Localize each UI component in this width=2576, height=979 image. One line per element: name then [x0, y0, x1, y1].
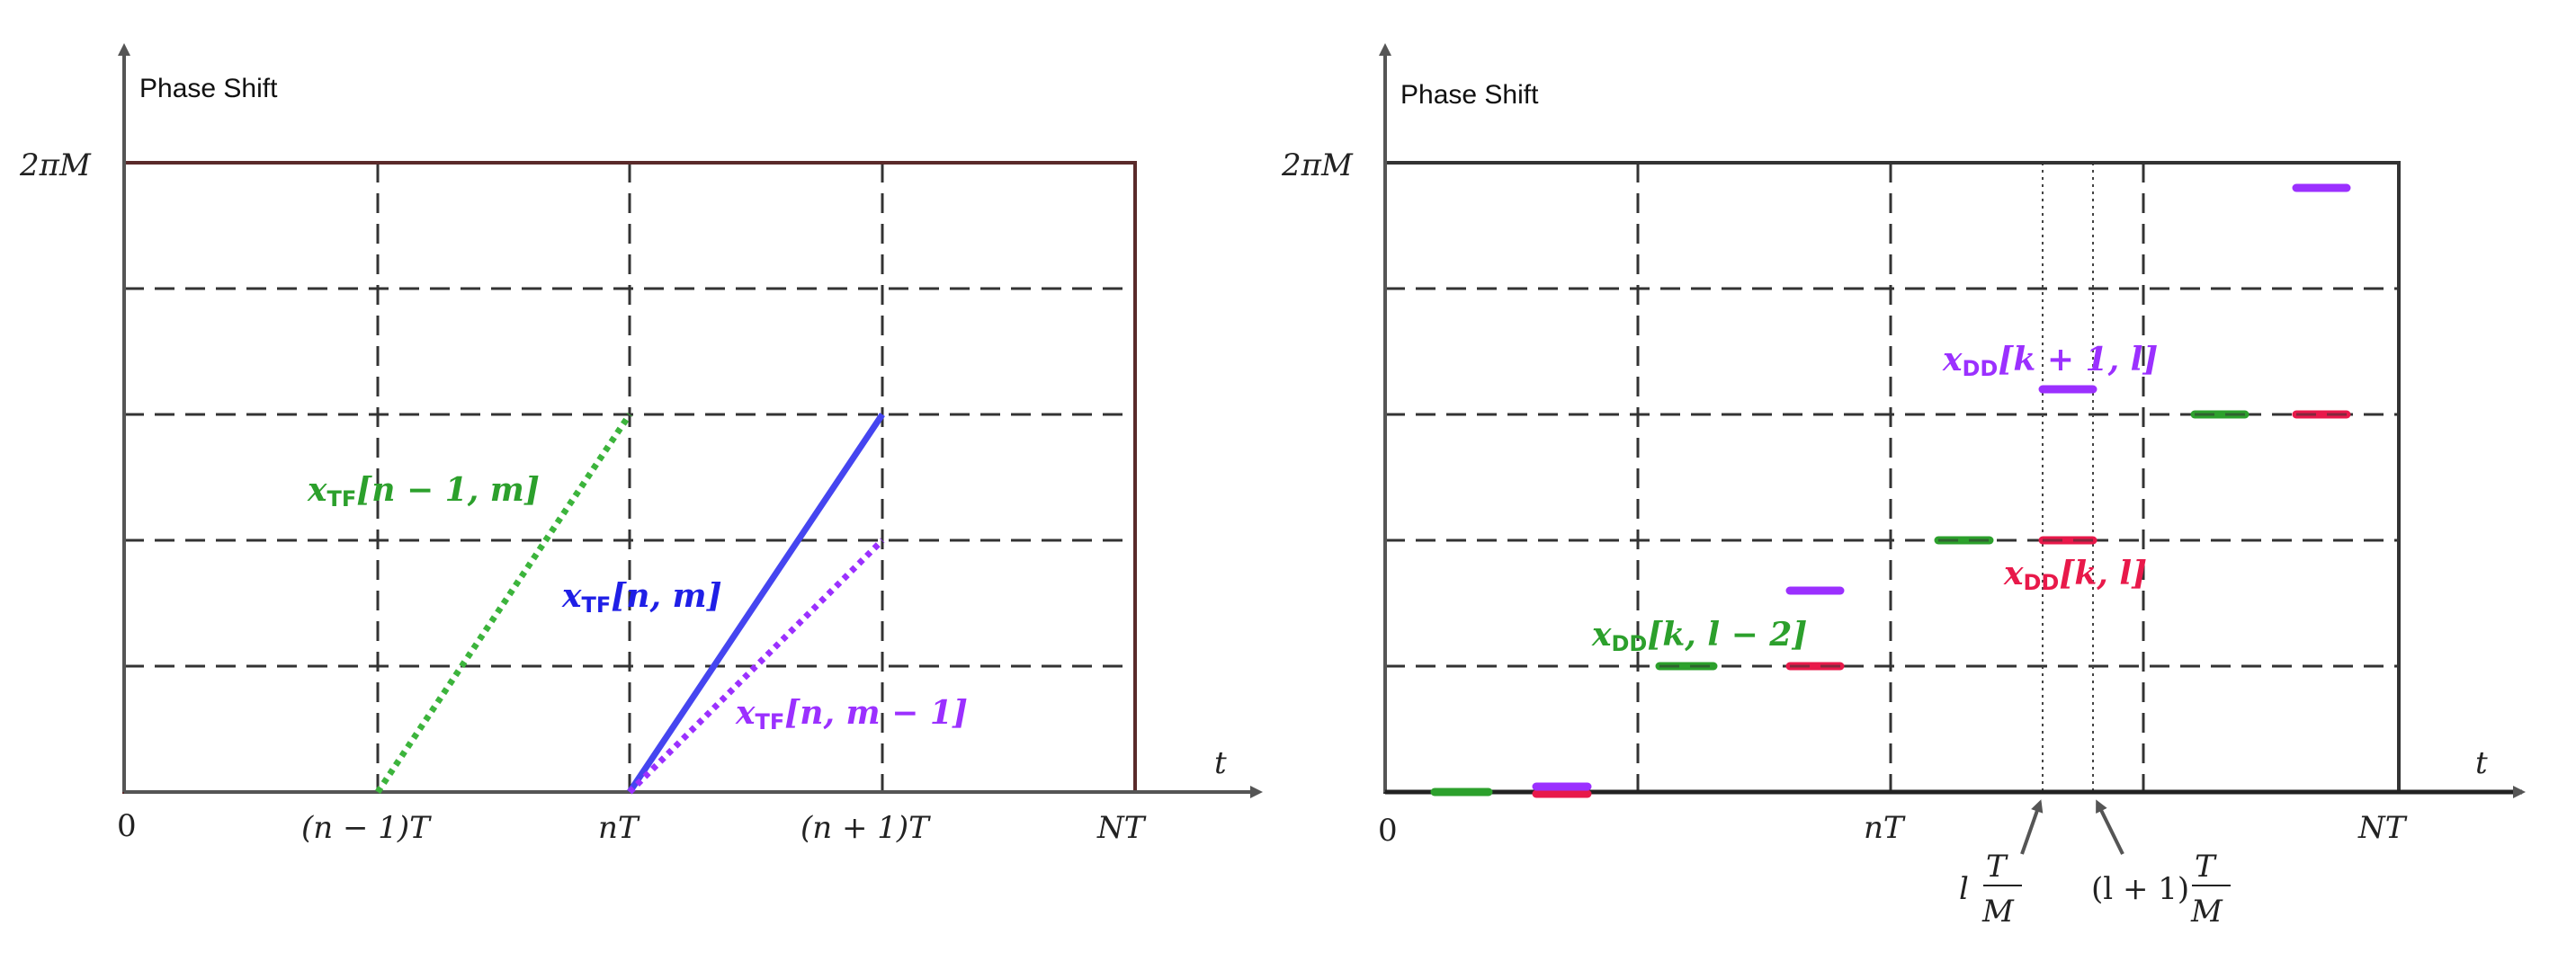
- segment-dash-overlay: [1659, 413, 2347, 668]
- left-y-top-label: 2πM: [19, 147, 92, 183]
- left-tick-n-plus-1: (n + 1)T: [801, 810, 931, 846]
- left-panel: Phase Shift 2πM t 0 (n − 1)T nT (n + 1)T…: [19, 43, 1263, 846]
- right-t-label: t: [2475, 745, 2488, 781]
- label-xdd-k-plus-1-l: xDD[k + 1, l]: [1942, 341, 2158, 381]
- right-grid: [1385, 163, 2399, 792]
- arrow-l-plus-1-T-over-M: [2096, 799, 2124, 855]
- left-tick-n-minus-1: (n − 1)T: [301, 810, 432, 846]
- label-xdd-k-l: xDD[k, l]: [2003, 555, 2147, 595]
- left-green-dotted-line: [375, 413, 632, 794]
- label-xtf-n-minus-1-m: xTF[n − 1, m]: [307, 471, 540, 512]
- left-blue-solid-line: [627, 413, 885, 794]
- right-panel: Phase Shift 2πM t 0 nT NT xDD[k + 1, l] …: [1281, 43, 2526, 930]
- fraction-l-plus-1-T-over-M: (l + 1) T M: [2091, 849, 2231, 930]
- right-segments: [1430, 183, 2351, 798]
- left-tick-n: nT: [598, 810, 640, 846]
- label-xdd-k-l-minus-2: xDD[k, l − 2]: [1591, 616, 1807, 656]
- left-tick-N: NT: [1096, 810, 1147, 846]
- svg-text:T: T: [2195, 849, 2217, 885]
- right-y-top-label: 2πM: [1281, 147, 1354, 183]
- svg-text:M: M: [1981, 894, 2015, 930]
- left-t-label: t: [1214, 745, 1227, 781]
- label-xtf-n-m: xTF[n, m]: [561, 577, 722, 618]
- arrow-l-T-over-M: [2020, 799, 2044, 855]
- left-origin-label: 0: [117, 808, 137, 844]
- left-y-axis-label: Phase Shift: [139, 74, 278, 103]
- right-tick-N: NT: [2357, 810, 2408, 846]
- svg-text:M: M: [2190, 894, 2223, 930]
- svg-text:T: T: [1986, 849, 2008, 885]
- fraction-l-T-over-M: l T M: [1959, 849, 2022, 930]
- right-y-axis-label: Phase Shift: [1400, 80, 1539, 110]
- right-origin-label: 0: [1378, 813, 1398, 849]
- left-grid: [124, 163, 1135, 792]
- right-tick-n: nT: [1864, 810, 1906, 846]
- svg-text:l: l: [1959, 871, 1969, 907]
- label-xtf-n-m-minus-1: xTF[n, m − 1]: [735, 694, 968, 734]
- right-dotted-markers: [2042, 163, 2094, 792]
- svg-text:(l + 1): (l + 1): [2091, 871, 2189, 907]
